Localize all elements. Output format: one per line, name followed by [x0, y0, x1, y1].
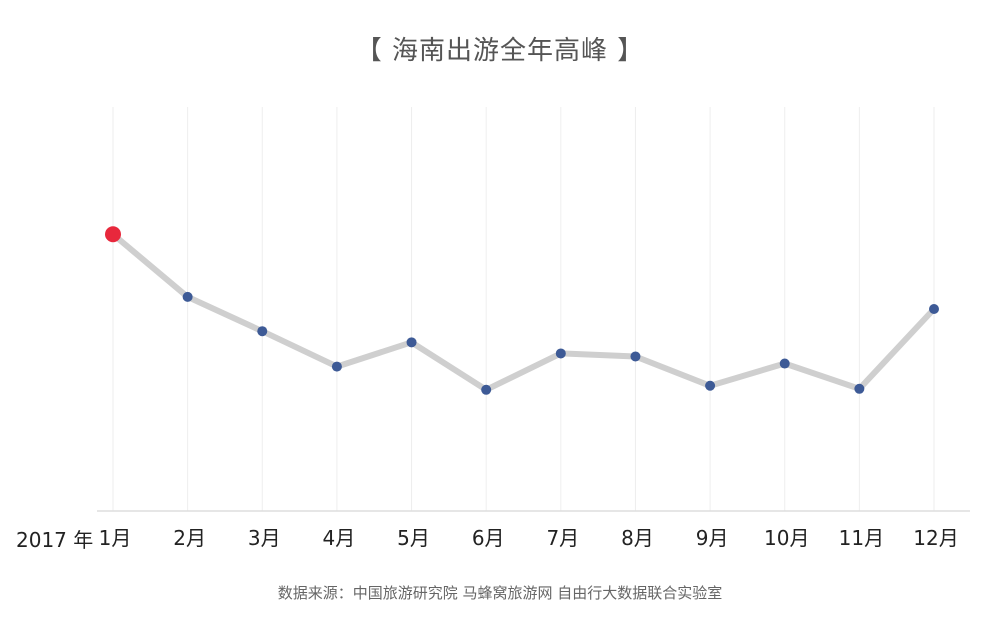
x-tick-label: 11月	[839, 526, 884, 550]
x-tick-label: 2月	[173, 526, 206, 550]
data-point-4	[331, 361, 342, 372]
x-tick-labels: 1月 2月 3月 4月 5月 6月 7月 8月 9月 10月 11月 12月	[99, 526, 959, 550]
x-tick-label: 10月	[764, 526, 809, 550]
x-tick-label: 1月	[99, 526, 132, 550]
year-label: 2017 年	[16, 528, 94, 552]
x-tick-label: 4月	[323, 526, 356, 550]
x-tick-label: 9月	[696, 526, 729, 550]
data-point-3	[257, 326, 268, 337]
data-point-10	[779, 358, 790, 369]
data-points	[105, 226, 939, 395]
grid-lines	[112, 107, 935, 511]
source-note: 数据来源：中国旅游研究院 马蜂窝旅游网 自由行大数据联合实验室	[277, 584, 723, 602]
series-line	[110, 231, 937, 393]
data-point-5	[406, 337, 417, 348]
x-tick-label: 3月	[248, 526, 281, 550]
x-tick-label: 6月	[472, 526, 505, 550]
data-point-8	[630, 351, 641, 362]
data-point-6	[481, 384, 492, 395]
chart-title: 【 海南出游全年高峰 】	[355, 36, 645, 66]
data-point-7	[555, 348, 566, 359]
data-point-11	[854, 383, 865, 394]
x-tick-label: 7月	[546, 526, 579, 550]
peak-data-point	[105, 226, 121, 243]
series-line-group	[110, 231, 937, 393]
x-tick-label: 12月	[913, 526, 958, 550]
data-point-2	[182, 291, 193, 302]
x-tick-label: 8月	[621, 526, 654, 550]
data-point-9	[705, 380, 716, 391]
x-tick-label: 5月	[397, 526, 430, 550]
data-point-12	[929, 304, 939, 314]
